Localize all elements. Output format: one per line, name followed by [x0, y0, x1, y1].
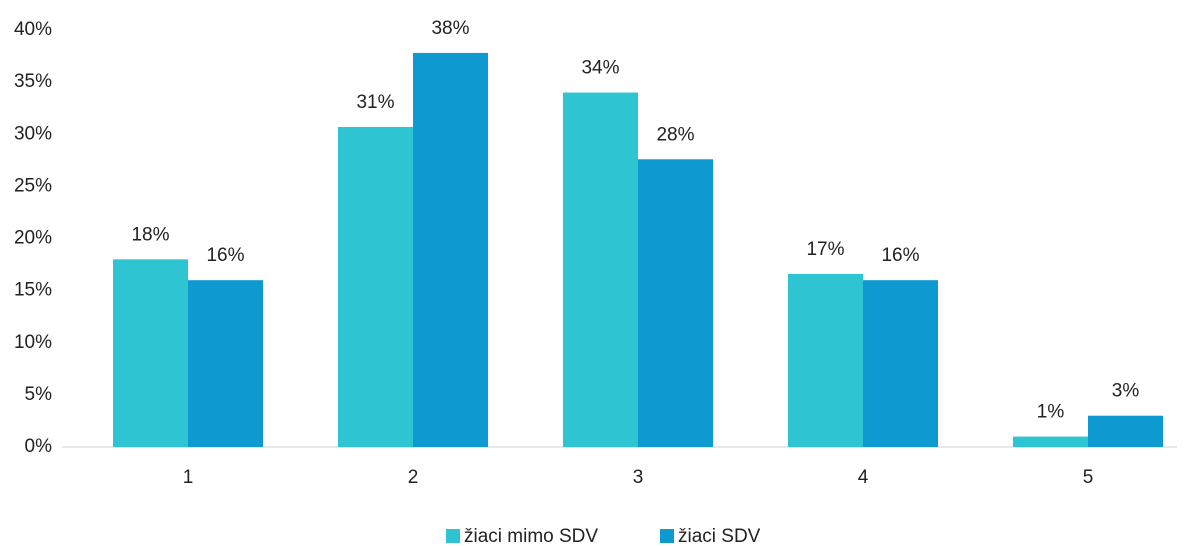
- bar: [1088, 415, 1163, 447]
- data-label: 17%: [806, 239, 844, 260]
- bar: [338, 126, 413, 447]
- legend-label: žiaci SDV: [678, 526, 761, 546]
- bar: [638, 159, 713, 447]
- y-tick-label: 30%: [14, 123, 52, 144]
- data-label: 38%: [431, 18, 469, 39]
- bar: [413, 52, 488, 448]
- bar: [1013, 436, 1088, 447]
- x-tick-label: 5: [1083, 467, 1094, 488]
- y-tick-label: 15%: [14, 280, 52, 301]
- y-tick-label: 0%: [25, 436, 53, 457]
- bar: [788, 273, 863, 447]
- legend-swatch: [446, 529, 460, 543]
- y-tick-label: 40%: [14, 19, 52, 40]
- bar: [863, 280, 938, 447]
- data-label: 28%: [656, 124, 694, 145]
- data-label: 31%: [356, 92, 394, 113]
- y-tick-label: 5%: [25, 384, 53, 405]
- x-tick-label: 3: [633, 467, 644, 488]
- data-label: 34%: [581, 58, 619, 79]
- data-label: 1%: [1037, 402, 1065, 423]
- x-tick-label: 2: [408, 467, 419, 488]
- x-tick-label: 1: [183, 467, 194, 488]
- data-label: 16%: [206, 245, 244, 266]
- data-label: 18%: [131, 224, 169, 245]
- y-tick-label: 10%: [14, 332, 52, 353]
- legend-label: žiaci mimo SDV: [464, 526, 598, 546]
- data-label: 16%: [881, 245, 919, 266]
- data-label: 3%: [1112, 381, 1140, 402]
- y-tick-label: 20%: [14, 228, 52, 249]
- y-tick-label: 35%: [14, 71, 52, 92]
- x-tick-label: 4: [858, 467, 869, 488]
- y-tick-label: 25%: [14, 175, 52, 196]
- bar: [113, 259, 188, 447]
- bar: [188, 280, 263, 447]
- legend-swatch: [660, 529, 674, 543]
- bar: [563, 92, 638, 448]
